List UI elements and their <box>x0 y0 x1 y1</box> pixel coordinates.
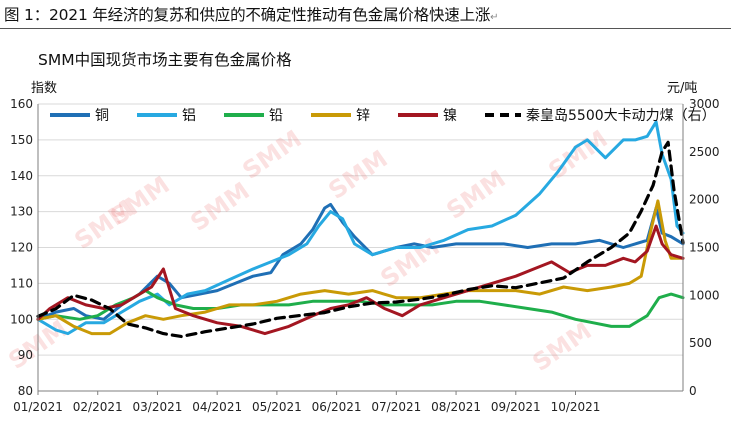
caption-rule <box>0 28 731 29</box>
y2-tick-label: 2500 <box>689 145 720 159</box>
x-tick-label: 01/2021 <box>13 400 63 414</box>
legend-label-lead: 铅 <box>269 108 283 124</box>
y2-tick-label: 3000 <box>689 97 720 111</box>
smm-watermark: SMM <box>105 171 174 231</box>
return-mark-icon: ↵ <box>490 12 499 23</box>
x-tick-label: 09/2021 <box>491 400 541 414</box>
y2-tick-label: 2000 <box>689 193 720 207</box>
figure-caption: 图 1：2021 年经济的复苏和供应的不确定性推动有色金属价格快速上涨↵ <box>4 6 499 24</box>
legend-label-zinc: 锌 <box>356 108 370 124</box>
series-line-copper <box>36 202 685 321</box>
y-tick-label: 90 <box>18 348 33 362</box>
y-tick-label: 80 <box>18 384 33 398</box>
x-tick-label: 02/2021 <box>73 400 123 414</box>
y2-tick-label: 1000 <box>689 288 720 302</box>
smm-watermark: SMM <box>323 145 392 205</box>
y-tick-label: 140 <box>10 169 33 183</box>
x-tick-label: 10/2021 <box>551 400 601 414</box>
y2-tick-label: 1500 <box>689 241 720 255</box>
legend-label-coal: 秦皇岛5500大卡动力煤（右） <box>526 108 716 124</box>
y2-tick-label: 500 <box>689 336 712 350</box>
x-tick-label: 03/2021 <box>133 400 183 414</box>
series-line-zinc <box>36 199 685 336</box>
series-line-aluminum <box>36 120 685 336</box>
smm-watermark: SMM <box>441 165 510 225</box>
legend-label-copper: 铜 <box>95 108 109 124</box>
y-tick-label: 120 <box>10 241 33 255</box>
legend-label-nickel: 镍 <box>443 108 457 124</box>
x-tick-label: 07/2021 <box>371 400 421 414</box>
series-line-nickel <box>36 224 685 336</box>
legend-label-aluminum: 铝 <box>182 108 196 124</box>
smm-watermark: SMM <box>185 177 254 237</box>
y-tick-label: 150 <box>10 133 33 147</box>
series-layer <box>36 120 685 339</box>
y-tick-label: 160 <box>10 97 33 111</box>
y-tick-label: 100 <box>10 312 33 326</box>
y-axis-label: 指数 <box>31 81 57 96</box>
legend: 铜 铝 铅 锌 镍 秦皇岛5500大卡动力煤（右） <box>50 108 716 124</box>
y-tick-label: 130 <box>10 205 33 219</box>
smm-watermark: SMM <box>527 317 596 377</box>
axes: 80 90 100 110 120 130 140 150 160 0 500 1000 1500 200… <box>10 97 719 414</box>
series-line-coal <box>36 140 685 339</box>
x-tick-label: 08/2021 <box>431 400 481 414</box>
x-tick-label: 06/2021 <box>312 400 362 414</box>
chart-title: SMM中国现货市场主要有色金属价格 <box>38 51 292 69</box>
x-tick-label: 05/2021 <box>252 400 302 414</box>
y-tick-label: 110 <box>10 276 33 290</box>
y2-axis-label: 元/吨 <box>667 81 697 96</box>
x-tick-label: 04/2021 <box>192 400 242 414</box>
y2-tick-label: 0 <box>689 384 697 398</box>
